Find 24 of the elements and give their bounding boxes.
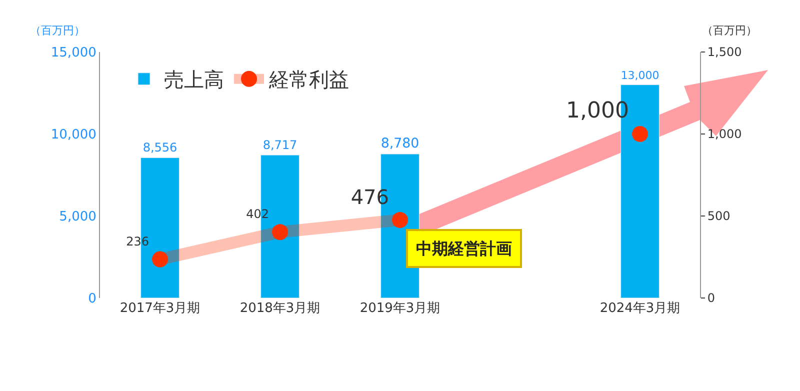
x-tick-label: 2024年3月期 <box>600 301 680 316</box>
y2-tick-label: 1,500 <box>707 45 742 60</box>
y2-tick-label: 0 <box>707 291 716 306</box>
data-label: 8,556 <box>142 140 178 155</box>
point <box>152 251 168 268</box>
point <box>272 224 288 240</box>
y-tick-label: 10,000 <box>50 128 96 143</box>
x-tick-label: 2017年3月期 <box>120 301 200 316</box>
y-tick-label: 5,000 <box>59 210 96 225</box>
data-label: 8,780 <box>380 136 420 152</box>
x-tick-label: 2018年3月期 <box>240 301 320 316</box>
annotation: 中期経営計画 <box>416 239 512 258</box>
y-axis-title: （百万円） <box>30 24 85 37</box>
y2-tick-label: 500 <box>707 209 730 224</box>
data-label: 13,000 <box>620 68 660 82</box>
y-tick-label: 0 <box>88 292 96 307</box>
point <box>392 212 408 228</box>
y2-axis-title: （百万円） <box>702 24 757 37</box>
data-label: 8,717 <box>262 138 298 152</box>
legend-label: 経常利益 <box>268 68 349 92</box>
legend-label: 売上高 <box>164 68 224 92</box>
y2-tick-label: 1,000 <box>707 127 742 142</box>
y-tick-label: 15,000 <box>50 46 96 61</box>
x-tick-label: 2019年3月期 <box>360 301 440 316</box>
